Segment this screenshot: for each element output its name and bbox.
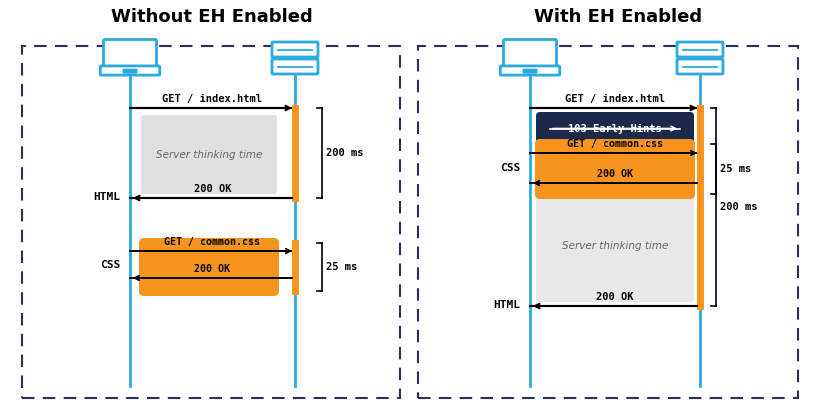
FancyBboxPatch shape	[139, 238, 279, 296]
FancyBboxPatch shape	[522, 69, 538, 74]
Text: GET / index.html: GET / index.html	[162, 94, 263, 104]
Text: 200 ms: 200 ms	[326, 148, 363, 158]
Text: 25 ms: 25 ms	[326, 262, 357, 272]
Text: 103 Early Hints: 103 Early Hints	[568, 124, 662, 134]
Text: GET / common.css: GET / common.css	[165, 237, 260, 247]
FancyBboxPatch shape	[100, 66, 160, 75]
FancyBboxPatch shape	[503, 40, 557, 68]
FancyBboxPatch shape	[141, 115, 277, 194]
FancyBboxPatch shape	[535, 139, 695, 199]
FancyBboxPatch shape	[536, 112, 694, 302]
Text: GET / index.html: GET / index.html	[565, 94, 665, 104]
FancyBboxPatch shape	[272, 59, 318, 74]
Bar	[109, 45, 151, 63]
FancyBboxPatch shape	[104, 40, 157, 68]
Text: CSS: CSS	[499, 163, 520, 173]
FancyBboxPatch shape	[536, 112, 694, 145]
FancyBboxPatch shape	[677, 59, 723, 74]
Text: 200 OK: 200 OK	[596, 292, 634, 302]
FancyBboxPatch shape	[122, 69, 138, 74]
Text: Server thinking time: Server thinking time	[156, 149, 262, 159]
Text: 200 OK: 200 OK	[193, 184, 231, 194]
Text: With EH Enabled: With EH Enabled	[534, 8, 702, 26]
Text: 200 OK: 200 OK	[194, 264, 230, 274]
Text: CSS: CSS	[100, 260, 120, 270]
FancyBboxPatch shape	[500, 66, 560, 75]
Text: Without EH Enabled: Without EH Enabled	[111, 8, 313, 26]
Text: GET / common.css: GET / common.css	[567, 139, 663, 149]
Text: 25 ms: 25 ms	[720, 164, 752, 174]
FancyBboxPatch shape	[677, 42, 723, 57]
Text: HTML: HTML	[493, 300, 520, 310]
Text: HTML: HTML	[93, 192, 120, 202]
FancyBboxPatch shape	[272, 42, 318, 57]
Text: 200 OK: 200 OK	[597, 169, 633, 179]
Text: Server thinking time: Server thinking time	[561, 241, 668, 251]
Text: 200 ms: 200 ms	[720, 202, 757, 212]
Bar	[509, 45, 551, 63]
